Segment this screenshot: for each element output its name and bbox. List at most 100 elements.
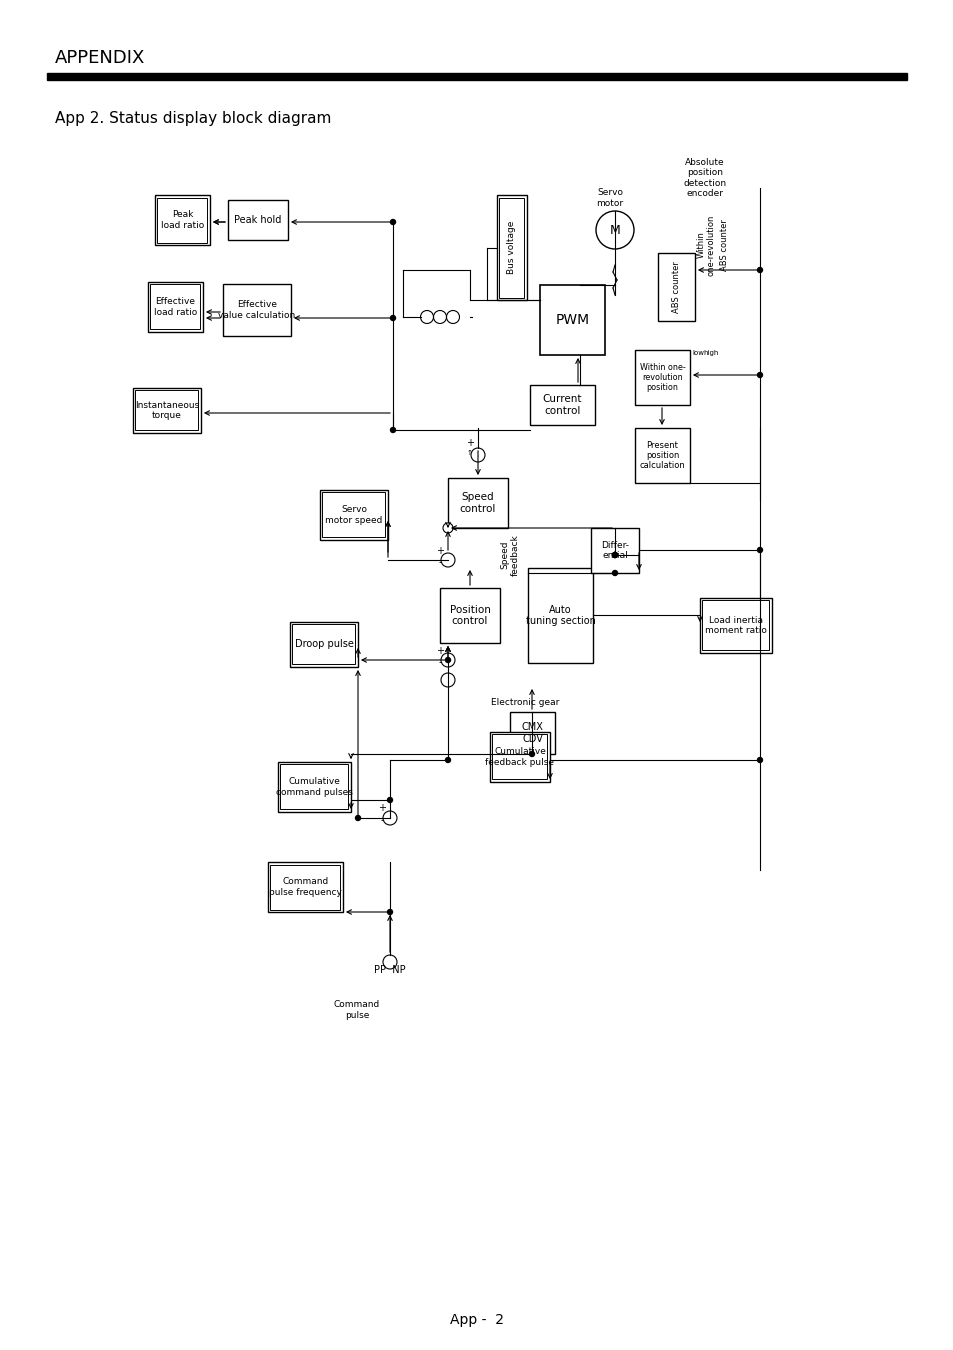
Bar xyxy=(448,478,507,528)
Text: +: + xyxy=(436,647,443,656)
Text: Effective
load ratio: Effective load ratio xyxy=(153,297,197,317)
Bar xyxy=(322,493,385,537)
Bar xyxy=(439,589,499,643)
Text: PWM: PWM xyxy=(555,313,589,327)
Circle shape xyxy=(440,554,455,567)
Circle shape xyxy=(757,548,761,552)
Bar xyxy=(132,387,201,433)
Bar xyxy=(290,622,357,667)
Bar xyxy=(268,863,343,913)
Text: CMX
CDV: CMX CDV xyxy=(521,722,543,744)
Circle shape xyxy=(445,657,450,663)
Circle shape xyxy=(390,316,395,320)
Text: Position
control: Position control xyxy=(449,605,490,626)
Text: Command
pulse: Command pulse xyxy=(334,1000,379,1019)
Text: Effective
value calculation: Effective value calculation xyxy=(218,300,295,320)
Text: Auto
tuning section: Auto tuning section xyxy=(525,605,595,626)
Bar xyxy=(490,732,550,782)
Bar xyxy=(701,601,769,651)
Bar xyxy=(635,428,689,483)
Bar xyxy=(277,761,351,811)
Text: +: + xyxy=(465,437,474,448)
Circle shape xyxy=(390,428,395,432)
Text: ABS counter: ABS counter xyxy=(671,261,680,313)
Text: -: - xyxy=(437,657,441,667)
Text: Present
position
calculation: Present position calculation xyxy=(639,440,684,470)
Text: Speed
feedback: Speed feedback xyxy=(499,535,519,576)
Bar xyxy=(271,864,340,910)
Text: ↑: ↑ xyxy=(467,450,473,456)
Text: Servo
motor: Servo motor xyxy=(596,188,623,208)
Text: Within
one-revolution: Within one-revolution xyxy=(696,215,715,275)
Circle shape xyxy=(445,757,450,763)
Circle shape xyxy=(440,653,455,667)
Text: App 2. Status display block diagram: App 2. Status display block diagram xyxy=(55,111,331,126)
Text: Servo
motor speed: Servo motor speed xyxy=(325,505,382,525)
Text: Speed
control: Speed control xyxy=(459,493,496,514)
Circle shape xyxy=(612,552,617,558)
Circle shape xyxy=(529,752,534,756)
Text: Droop pulse: Droop pulse xyxy=(294,640,353,649)
Bar xyxy=(492,734,547,779)
Text: Cumulative
feedback pulse: Cumulative feedback pulse xyxy=(485,748,554,767)
Text: APPENDIX: APPENDIX xyxy=(55,49,145,68)
Bar xyxy=(499,197,524,297)
Circle shape xyxy=(382,811,396,825)
Circle shape xyxy=(382,954,396,969)
Circle shape xyxy=(612,571,617,575)
Bar xyxy=(228,200,288,240)
Text: Peak hold: Peak hold xyxy=(234,215,281,225)
Text: Command
pulse frequency: Command pulse frequency xyxy=(269,878,341,896)
Bar xyxy=(154,194,210,244)
Text: Load inertia
moment ratio: Load inertia moment ratio xyxy=(704,616,766,636)
Bar xyxy=(319,490,388,540)
Text: Absolute
position
detection
encoder: Absolute position detection encoder xyxy=(682,158,726,198)
Circle shape xyxy=(612,552,617,558)
Text: Differ-
ential: Differ- ential xyxy=(600,541,628,560)
Text: +: + xyxy=(377,803,386,813)
Circle shape xyxy=(596,211,634,248)
Circle shape xyxy=(757,267,761,273)
Circle shape xyxy=(387,910,392,914)
Text: high: high xyxy=(702,350,718,356)
Text: PP  NP: PP NP xyxy=(374,965,405,975)
Circle shape xyxy=(387,798,392,802)
Bar xyxy=(527,568,593,663)
Bar xyxy=(47,73,906,80)
Bar xyxy=(157,197,208,243)
Bar xyxy=(510,711,555,755)
Bar xyxy=(530,385,595,425)
Bar xyxy=(497,194,526,300)
Circle shape xyxy=(440,674,455,687)
Text: Within one-
revolution
position: Within one- revolution position xyxy=(639,363,684,393)
Bar xyxy=(135,390,198,431)
Text: -: - xyxy=(380,815,383,825)
Circle shape xyxy=(442,522,453,533)
Circle shape xyxy=(757,757,761,763)
Text: -: - xyxy=(437,558,441,567)
Bar xyxy=(635,350,689,405)
Bar xyxy=(148,282,203,332)
Text: Electronic gear: Electronic gear xyxy=(490,698,558,707)
Bar xyxy=(539,285,604,355)
Text: low: low xyxy=(691,350,703,356)
Bar xyxy=(280,764,348,810)
Bar xyxy=(151,285,200,329)
Text: Instantaneous
torque: Instantaneous torque xyxy=(134,401,199,420)
Circle shape xyxy=(612,552,617,558)
Text: Bus voltage: Bus voltage xyxy=(507,221,516,274)
Circle shape xyxy=(471,448,484,462)
Bar xyxy=(700,598,771,653)
Bar xyxy=(223,284,291,336)
Circle shape xyxy=(355,815,360,821)
Text: App -  2: App - 2 xyxy=(450,1314,503,1327)
Text: +: + xyxy=(436,545,443,556)
Text: Cumulative
command pulses: Cumulative command pulses xyxy=(275,778,353,796)
Circle shape xyxy=(390,220,395,224)
Circle shape xyxy=(757,373,761,378)
Text: Peak
load ratio: Peak load ratio xyxy=(161,211,204,230)
Text: Current
control: Current control xyxy=(542,394,581,416)
Bar xyxy=(590,528,639,572)
Text: ABS counter: ABS counter xyxy=(720,219,729,271)
Bar xyxy=(293,625,355,664)
